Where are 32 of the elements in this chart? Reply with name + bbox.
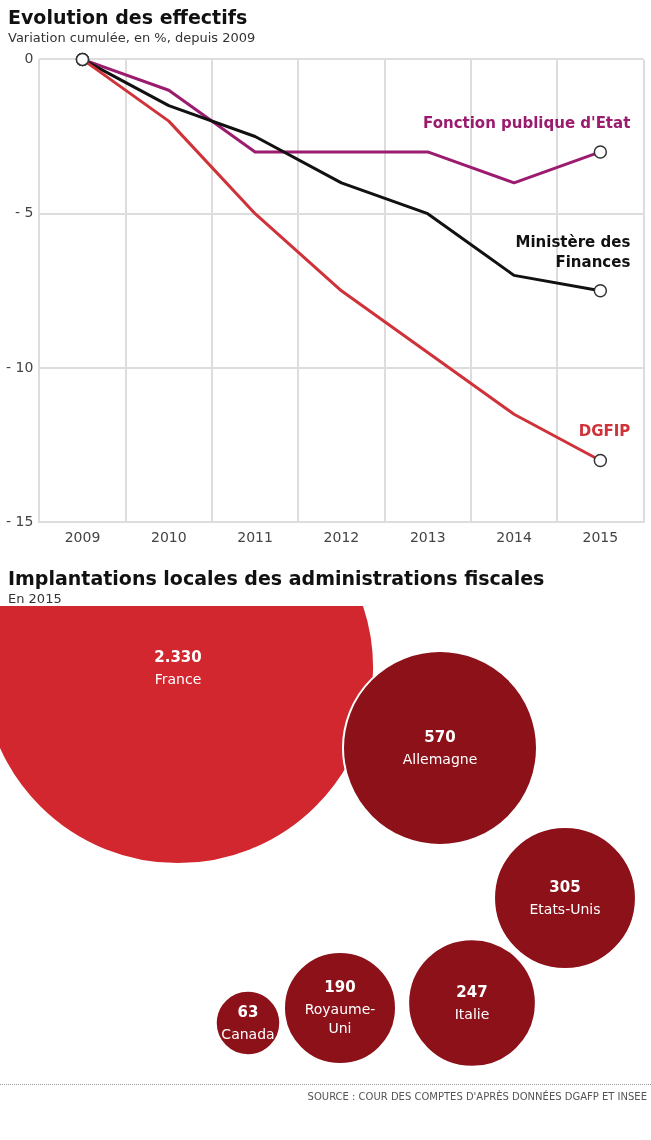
- category-label: France: [154, 670, 202, 687]
- y-tick-label: - 5: [14, 204, 34, 221]
- series-label: Fonction publique d'Etat: [423, 113, 631, 132]
- category-label: Etats-Unis: [529, 900, 601, 917]
- category-label: Canada: [221, 1025, 275, 1042]
- x-tick-label: 2009: [64, 529, 101, 546]
- x-tick-label: 2015: [582, 529, 619, 546]
- text: En 2015: [8, 591, 63, 606]
- x-tick-label: 2010: [150, 529, 187, 546]
- category-label: Royaume-Uni: [304, 1000, 376, 1036]
- x-tick-label: 2013: [409, 529, 446, 546]
- category-label: Italie: [454, 1005, 490, 1022]
- y-tick-label: - 15: [5, 512, 34, 529]
- data-label: 247: [456, 982, 488, 1001]
- data-label: 2.330: [154, 647, 202, 666]
- text: Implantations locales des administrations fiscales: [8, 567, 546, 589]
- category-label: Allemagne: [402, 750, 478, 767]
- chart-title: Evolution des effectifs: [8, 6, 249, 28]
- data-label: 63: [237, 1002, 259, 1021]
- chart-subtitle: Variation cumulée, en %, depuis 2009: [8, 30, 257, 45]
- x-tick-label: 2011: [237, 529, 273, 546]
- y-tick-label: - 10: [5, 358, 34, 375]
- series-label: DGFIP: [578, 422, 631, 441]
- y-tick-label: 0: [24, 50, 34, 67]
- series-label: Ministère des Finances: [515, 232, 631, 271]
- point: [593, 284, 608, 298]
- data-label: 305: [549, 877, 581, 896]
- x-tick-label: 2014: [496, 529, 532, 546]
- x-tick-label: 2012: [323, 529, 360, 546]
- source-note: SOURCE : COUR DES COMPTES D'APRÈS DONNÉES DGAFP ET INSEE: [0, 1084, 651, 1102]
- data-label: 570: [424, 727, 456, 746]
- data-label: 190: [324, 977, 356, 996]
